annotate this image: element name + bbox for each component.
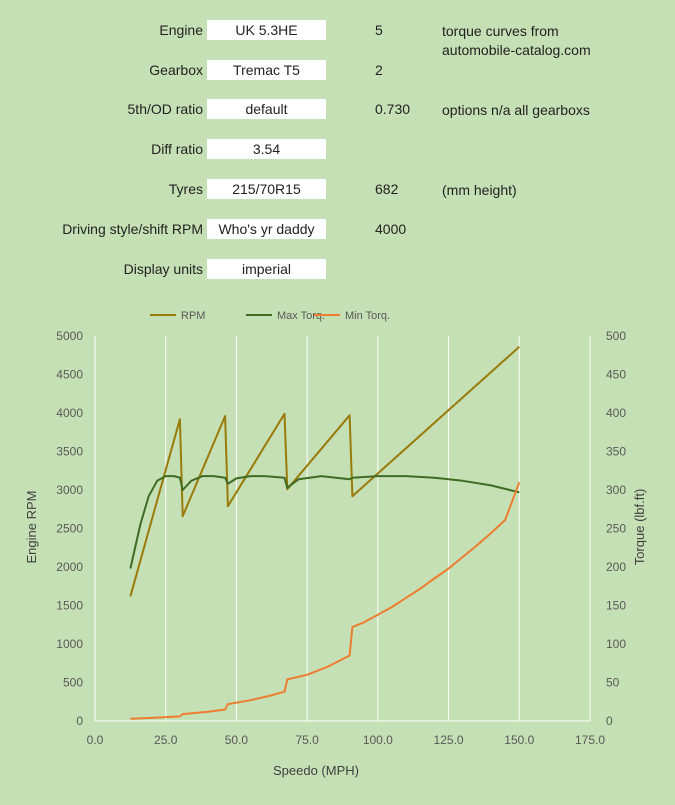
od-ratio-value: 0.730	[375, 101, 411, 117]
od-ratio-row: 5th/OD ratio default 0.730 options n/a a…	[0, 99, 675, 121]
y2-tick-label: 50	[606, 676, 620, 690]
x-tick-label: 100.0	[363, 733, 393, 747]
engine-row: Engine UK 5.3HE 5 torque curves from aut…	[0, 20, 675, 58]
od-ratio-label: 5th/OD ratio	[127, 101, 203, 117]
y2-tick-label: 300	[606, 483, 626, 497]
y2-tick-label: 400	[606, 406, 626, 420]
driving-style-row: Driving style/shift RPM Who's yr daddy 4…	[0, 219, 675, 241]
gearbox-label: Gearbox	[149, 62, 203, 78]
engine-note-line1: torque curves from	[442, 23, 559, 39]
tyres-height: 682	[375, 181, 399, 197]
gearbox-row: Gearbox Tremac T5 2	[0, 60, 675, 82]
display-units-label: Display units	[123, 261, 203, 277]
tyres-label: Tyres	[168, 181, 203, 197]
y2-tick-label: 200	[606, 560, 626, 574]
y-tick-label: 4500	[56, 368, 83, 382]
y2-tick-label: 450	[606, 368, 626, 382]
engine-note-line2: automobile-catalog.com	[442, 42, 591, 58]
x-tick-label: 50.0	[225, 733, 249, 747]
series-line-min-torq	[130, 481, 521, 720]
engine-label: Engine	[159, 22, 203, 38]
settings-panel: Engine UK 5.3HE 5 torque curves from aut…	[0, 0, 675, 290]
y-tick-label: 1000	[56, 637, 83, 651]
display-units-row: Display units imperial	[0, 259, 675, 281]
y2-tick-label: 350	[606, 445, 626, 459]
y-tick-label: 1500	[56, 599, 83, 613]
series-line-max-torq	[129, 475, 520, 569]
y-tick-label: 2000	[56, 560, 83, 574]
legend-label: Max Torq.	[277, 310, 325, 322]
diff-ratio-row: Diff ratio 3.54	[0, 139, 675, 161]
y-tick-label: 3000	[56, 483, 83, 497]
x-tick-label: 75.0	[295, 733, 319, 747]
x-tick-label: 25.0	[154, 733, 178, 747]
x-tick-label: 175.0	[575, 733, 605, 747]
chart-grid	[94, 336, 591, 721]
y2-tick-label: 250	[606, 522, 626, 536]
y2-tick-label: 150	[606, 599, 626, 613]
y2-axis-label: Torque (lbf.ft)	[632, 489, 647, 566]
x-tick-label: 150.0	[504, 733, 534, 747]
diff-ratio-label: Diff ratio	[151, 141, 203, 157]
od-ratio-note: options n/a all gearboxs	[442, 102, 590, 118]
legend-label: Min Torq.	[345, 310, 390, 322]
driving-style-label: Driving style/shift RPM	[62, 221, 203, 237]
y2-tick-label: 500	[606, 329, 626, 343]
engine-index: 5	[375, 22, 383, 38]
engine-note: torque curves from automobile-catalog.co…	[442, 22, 591, 60]
y-tick-label: 4000	[56, 406, 83, 420]
tyres-note: (mm height)	[442, 182, 517, 198]
y-tick-label: 0	[76, 714, 83, 728]
y-tick-label: 500	[63, 676, 83, 690]
x-tick-label: 0.0	[87, 733, 104, 747]
x-tick-label: 125.0	[434, 733, 464, 747]
rpm-torque-chart: RPM Max Torq. Min Torq. 0.0 25.0 50.0 75.0 100…	[24, 310, 647, 778]
y-tick-label: 3500	[56, 445, 83, 459]
shift-rpm-value: 4000	[375, 221, 407, 237]
engine-select[interactable]: UK 5.3HE	[207, 20, 326, 40]
chart-legend: RPM Max Torq. Min Torq.	[150, 310, 390, 322]
gearbox-select[interactable]: Tremac T5	[207, 60, 326, 80]
y-tick-label: 5000	[56, 329, 83, 343]
tyres-select[interactable]: 215/70R15	[207, 179, 326, 199]
tyres-row: Tyres 215/70R15 682 (mm height)	[0, 179, 675, 201]
od-ratio-select[interactable]: default	[207, 99, 326, 119]
y2-tick-label: 0	[606, 714, 613, 728]
driving-style-select[interactable]: Who's yr daddy	[207, 219, 326, 239]
series-line-rpm	[129, 346, 520, 597]
x-axis-label: Speedo (MPH)	[273, 763, 359, 778]
chart-series	[129, 346, 521, 720]
diff-ratio-input[interactable]: 3.54	[207, 139, 326, 159]
display-units-select[interactable]: imperial	[207, 259, 326, 279]
chart-axes: 0.0 25.0 50.0 75.0 100.0 125.0 150.0 175.005001…	[56, 329, 626, 747]
gearbox-index: 2	[375, 62, 383, 78]
y-axis-label: Engine RPM	[24, 491, 39, 564]
y2-tick-label: 100	[606, 637, 626, 651]
chart-area: RPM Max Torq. Min Torq. 0.0 25.0 50.0 75.0 100…	[0, 295, 675, 800]
legend-label: RPM	[181, 310, 205, 322]
y-tick-label: 2500	[56, 522, 83, 536]
